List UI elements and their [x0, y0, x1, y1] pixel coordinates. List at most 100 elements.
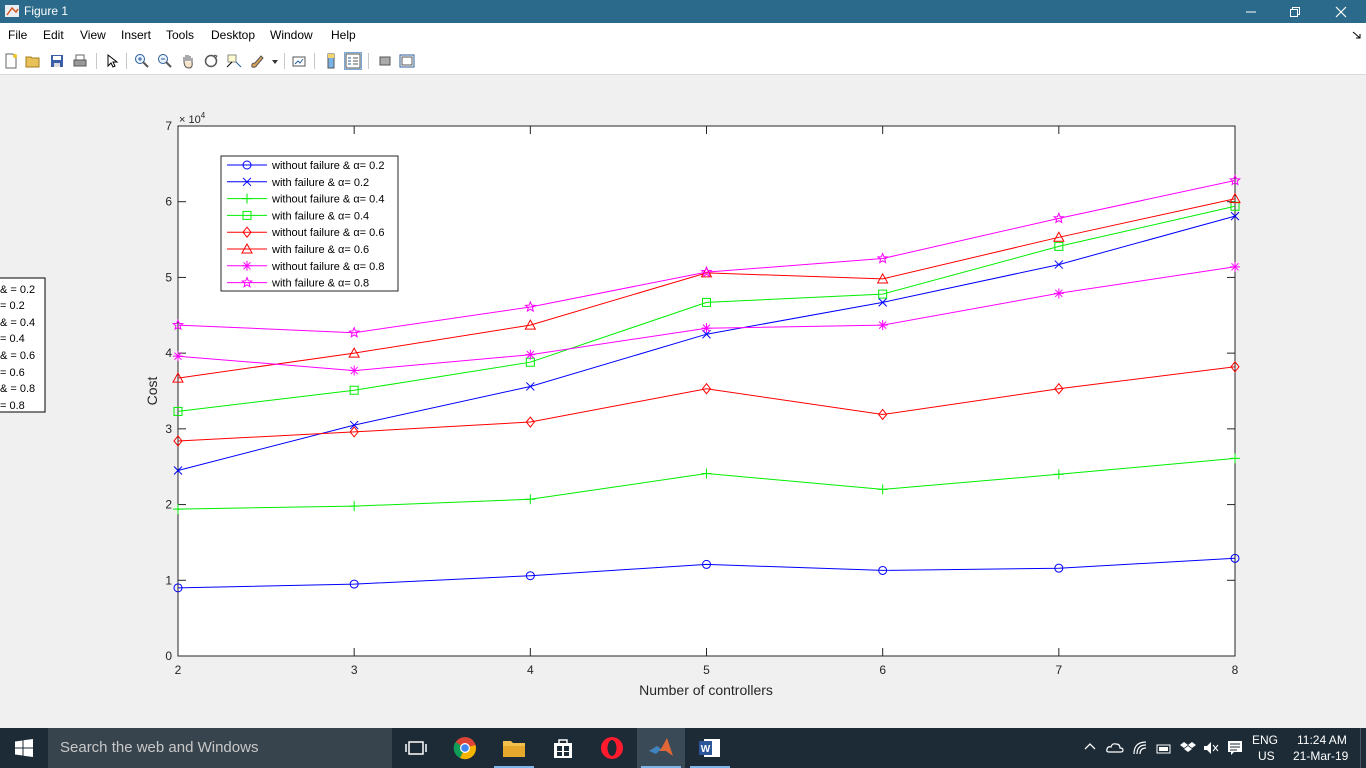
menu-help[interactable]: Help	[331, 28, 356, 42]
matlab-button[interactable]	[637, 728, 685, 768]
zoom-in-button[interactable]	[133, 52, 151, 70]
onedrive-icon[interactable]	[1106, 740, 1124, 754]
restore-icon	[1290, 6, 1300, 17]
data-point-marker	[349, 579, 359, 589]
save-button[interactable]	[48, 52, 66, 70]
data-point-marker	[876, 272, 889, 284]
legend[interactable]: without failure & α= 0.2 with failure & α…	[220, 155, 399, 292]
menu-view[interactable]: View	[80, 28, 106, 42]
series-2[interactable]	[173, 211, 1240, 475]
legend-entry[interactable]: without failure & α= 0.6	[227, 226, 384, 239]
menu-insert[interactable]: Insert	[121, 28, 152, 42]
language-indicator[interactable]: ENG	[1252, 733, 1279, 747]
minimize-button[interactable]	[1228, 0, 1274, 23]
hide-plot-tools-button[interactable]	[376, 52, 394, 70]
start-button[interactable]	[0, 728, 48, 768]
data-point-marker	[1053, 469, 1064, 480]
menu-file[interactable]: File	[8, 28, 28, 42]
data-point-marker	[242, 210, 252, 220]
show-plot-tools-icon	[399, 54, 415, 68]
edit-plot-button[interactable]	[103, 52, 121, 70]
legend-entry[interactable]: with failure & α= 0.6	[227, 242, 369, 256]
opera-button[interactable]	[588, 728, 636, 768]
data-point-marker	[525, 494, 536, 505]
data-point-marker	[349, 501, 360, 512]
series-3[interactable]	[173, 453, 1240, 515]
brush-button[interactable]	[248, 52, 266, 70]
legend-entry[interactable]: with failure & α= 0.2	[227, 177, 369, 189]
word-button[interactable]: W	[686, 728, 734, 768]
show-plot-tools-button[interactable]	[398, 52, 416, 70]
axes-ticks: 2 3 4 5 6 7 8 0 1 2 3 4 5 6 7	[165, 119, 1238, 677]
brush-dropdown-icon[interactable]	[272, 60, 278, 64]
y-axis-label: Cost	[144, 377, 160, 406]
pan-button[interactable]	[179, 52, 197, 70]
clock-date[interactable]: 21-Mar-19	[1293, 749, 1349, 763]
battery-icon[interactable]	[1156, 741, 1172, 755]
legend-label: without failure & α= 0.6	[271, 227, 384, 239]
running-indicator	[641, 766, 681, 768]
dropbox-icon[interactable]	[1180, 740, 1196, 756]
restore-button[interactable]	[1272, 0, 1318, 23]
y-tick-label: 0	[165, 649, 172, 663]
search-box[interactable]: Search the web and Windows	[48, 728, 392, 768]
running-indicator	[690, 766, 730, 768]
clipped-legend-entry: & = 0.2	[0, 284, 35, 296]
clipped-legend-entry: = 0.4	[0, 333, 25, 345]
legend-label: without failure & α= 0.2	[271, 160, 384, 172]
data-point-marker	[701, 468, 712, 479]
file-explorer-button[interactable]	[490, 728, 538, 768]
series-8[interactable]	[171, 174, 1242, 338]
legend-entry[interactable]: without failure & α= 0.8	[227, 261, 384, 273]
network-icon[interactable]	[1132, 740, 1148, 756]
insert-legend-button[interactable]	[344, 52, 362, 70]
data-point-marker	[242, 260, 252, 271]
clock-time[interactable]: 11:24 AM	[1297, 733, 1347, 747]
menu-edit[interactable]: Edit	[43, 28, 64, 42]
data-point-marker	[702, 329, 711, 339]
store-button[interactable]	[539, 728, 587, 768]
series-5[interactable]	[173, 360, 1240, 447]
series-4[interactable]	[173, 201, 1240, 416]
menu-window[interactable]: Window	[270, 28, 313, 42]
new-figure-button[interactable]	[2, 52, 20, 70]
window-title: Figure 1	[24, 4, 69, 18]
task-view-button[interactable]	[392, 728, 440, 768]
data-cursor-button[interactable]	[225, 52, 243, 70]
new-figure-icon	[5, 53, 17, 69]
rotate-3d-button[interactable]	[202, 52, 220, 70]
legend-label: with failure & α= 0.2	[271, 177, 369, 189]
print-button[interactable]	[71, 52, 89, 70]
data-point-marker	[702, 297, 711, 307]
legend-entry[interactable]: without failure & α= 0.4	[227, 193, 384, 206]
volume-muted-icon[interactable]	[1203, 740, 1219, 756]
legend-entry[interactable]: with failure & α= 0.4	[227, 210, 369, 222]
svg-text:W: W	[701, 744, 711, 755]
data-point-marker	[701, 323, 712, 334]
close-button[interactable]	[1318, 0, 1364, 23]
data-point-marker	[1052, 212, 1065, 224]
zoom-out-button[interactable]	[156, 52, 174, 70]
show-desktop-button[interactable]	[1360, 728, 1366, 768]
store-icon	[554, 739, 572, 758]
legend-entry[interactable]: without failure & α= 0.2	[227, 160, 384, 172]
dock-arrow-icon[interactable]	[1352, 31, 1362, 39]
legend-label: with failure & α= 0.8	[271, 278, 369, 290]
open-file-button[interactable]	[24, 52, 42, 70]
data-point-marker	[173, 583, 183, 593]
series-1[interactable]	[173, 553, 1240, 593]
menu-tools[interactable]: Tools	[166, 28, 195, 42]
chrome-button[interactable]	[441, 728, 489, 768]
action-center-icon[interactable]	[1227, 740, 1243, 756]
series-7[interactable]	[173, 261, 1240, 376]
x-axis-label: Number of controllers	[639, 682, 773, 698]
region-indicator[interactable]: US	[1258, 749, 1275, 763]
toolbar-separator	[96, 53, 97, 69]
show-hidden-icons-icon[interactable]	[1084, 742, 1096, 750]
insert-colorbar-button[interactable]	[322, 52, 340, 70]
menu-desktop[interactable]: Desktop	[211, 28, 256, 42]
y-tick-label: 3	[165, 422, 172, 436]
link-plot-button[interactable]	[290, 52, 308, 70]
legend-label: with failure & α= 0.4	[271, 210, 369, 222]
legend-entry[interactable]: with failure & α= 0.8	[227, 276, 369, 290]
